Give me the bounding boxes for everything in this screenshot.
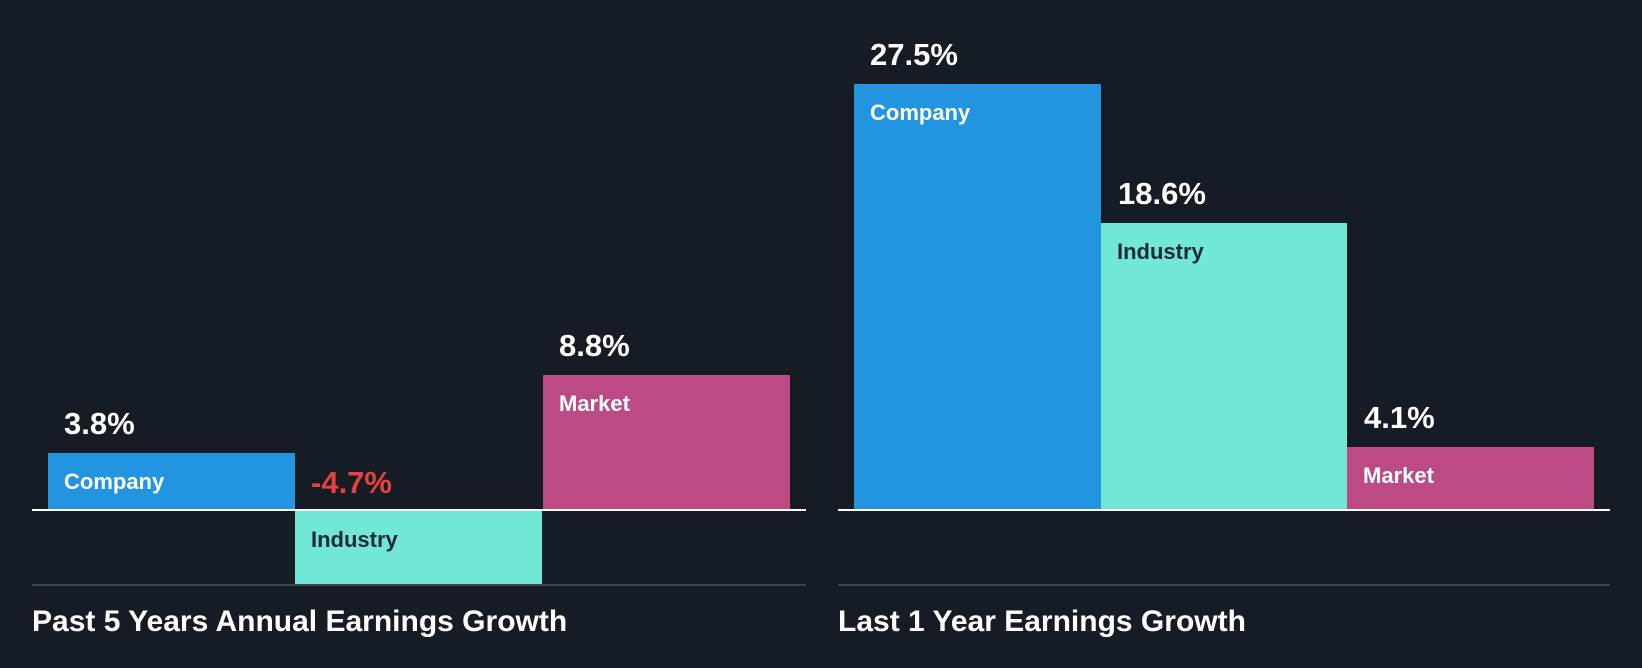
value-label-company: 3.8% (64, 406, 135, 441)
bar-industry: Industry (1101, 223, 1347, 510)
chart-past-5-years: 3.8% Company -4.7% Industry 8.8% Market … (0, 0, 820, 668)
value-label-market: 4.1% (1364, 400, 1435, 435)
chart-title: Past 5 Years Annual Earnings Growth (32, 605, 568, 638)
chart-title: Last 1 Year Earnings Growth (838, 605, 1246, 638)
axis-line (32, 584, 806, 586)
value-label-market: 8.8% (559, 328, 630, 363)
zero-baseline (838, 509, 1610, 511)
bar-label-company: Company (870, 100, 971, 125)
bar-label-industry: Industry (311, 527, 398, 552)
bar-label-company: Company (64, 469, 165, 494)
bar-label-market: Market (1363, 463, 1434, 488)
bar-industry: Industry (295, 511, 542, 584)
bar-label-market: Market (559, 391, 630, 416)
bar-label-industry: Industry (1117, 239, 1204, 264)
bar-company: Company (48, 453, 295, 510)
bar-market: Market (1347, 447, 1594, 510)
bar-company: Company (854, 84, 1101, 510)
axis-line (838, 584, 1610, 586)
value-label-industry: 18.6% (1118, 176, 1206, 211)
zero-baseline (32, 509, 806, 511)
bar-market: Market (543, 375, 790, 510)
value-label-industry: -4.7% (311, 465, 392, 500)
value-label-company: 27.5% (870, 37, 958, 72)
